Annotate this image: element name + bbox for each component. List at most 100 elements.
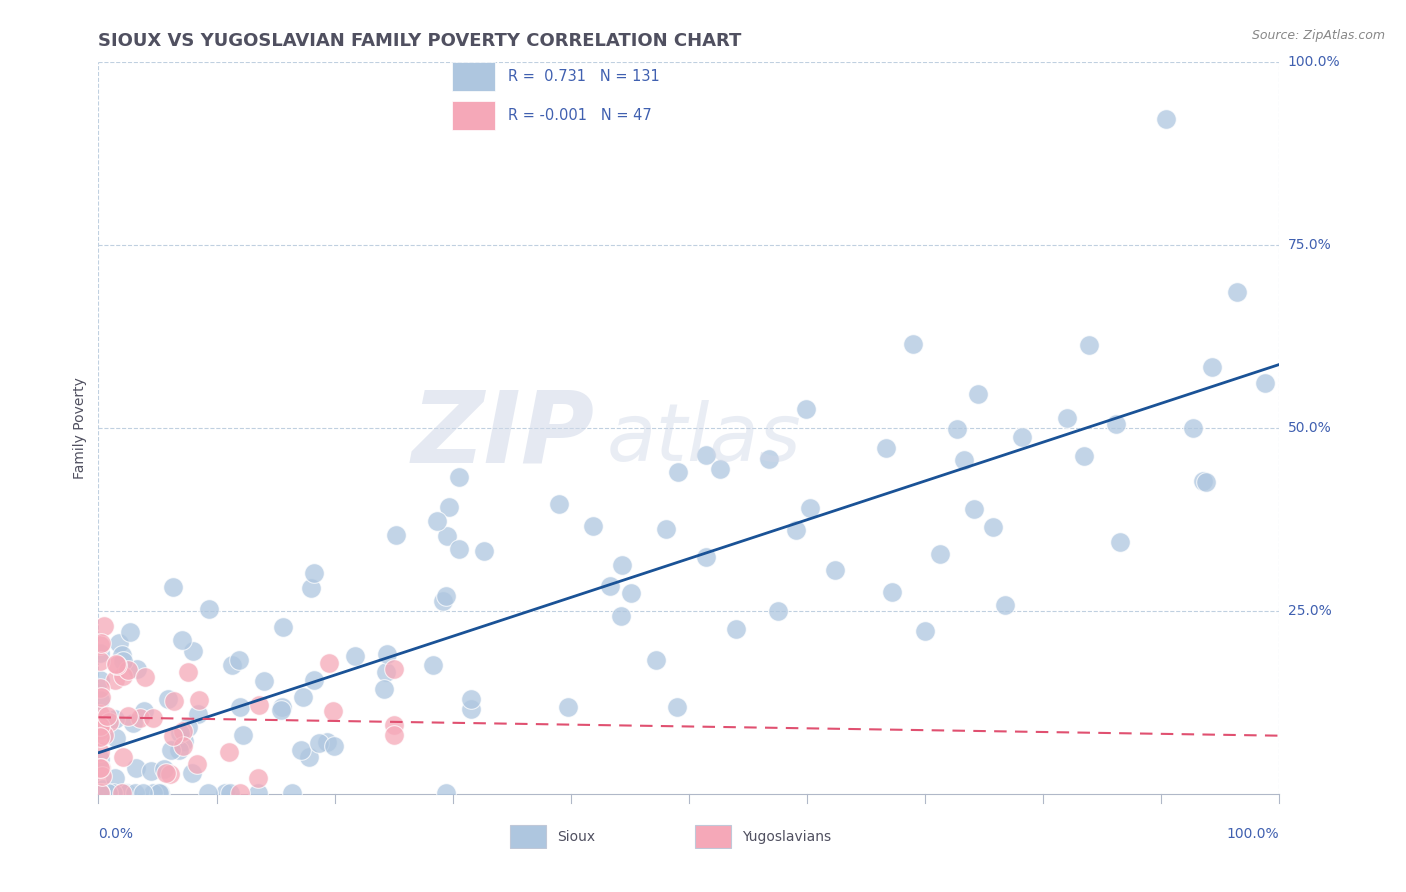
Point [132,786,155,800]
Text: 0.0%: 0.0% [98,827,134,841]
Point [93,786,115,800]
Point [89,723,111,737]
Point [375,647,398,661]
Point [229,700,252,714]
FancyBboxPatch shape [453,101,495,130]
Point [187,706,209,721]
Point [90,760,112,774]
Point [434,786,457,800]
Point [155,765,177,780]
Text: 100.0%: 100.0% [1288,55,1340,70]
Point [1077,338,1099,352]
Point [695,449,717,463]
Point [89,786,111,800]
Text: 25.0%: 25.0% [1288,604,1331,618]
Point [112,654,135,668]
Point [97,715,120,730]
Text: Sioux: Sioux [557,830,596,844]
Text: ZIP: ZIP [412,387,595,484]
Point [162,729,184,743]
Point [645,653,668,667]
Point [128,711,150,725]
Point [1253,376,1275,390]
Point [148,786,170,800]
Point [117,663,139,677]
Point [104,731,127,745]
Point [385,528,408,542]
Text: Source: ZipAtlas.com: Source: ZipAtlas.com [1251,29,1385,42]
Point [105,657,128,672]
Point [1192,474,1215,488]
Point [90,636,112,650]
Point [785,524,807,538]
Point [89,786,111,800]
Point [105,657,128,672]
Text: SIOUX VS YUGOSLAVIAN FAMILY POVERTY CORRELATION CHART: SIOUX VS YUGOSLAVIAN FAMILY POVERTY CORR… [98,32,742,50]
Text: Yugoslavians: Yugoslavians [742,830,831,844]
FancyBboxPatch shape [695,825,731,848]
Point [93,619,115,633]
Point [96,709,118,723]
Point [104,771,127,785]
Point [89,693,111,707]
Point [89,786,111,800]
Point [548,497,571,511]
Point [382,662,405,676]
Point [799,501,821,516]
Point [447,470,470,484]
Point [146,786,169,800]
Point [432,594,454,608]
Point [292,690,315,705]
Point [177,720,200,734]
Text: 100.0%: 100.0% [1227,827,1279,841]
Point [118,624,141,639]
Point [172,723,194,738]
Point [271,700,294,714]
Point [89,673,111,688]
Point [124,786,146,800]
Point [104,712,127,726]
Point [281,786,304,800]
Point [270,703,292,717]
Point [436,529,458,543]
Point [709,462,731,476]
Point [290,743,312,757]
Point [426,514,449,528]
Point [89,786,111,800]
Point [125,662,148,676]
Point [343,648,366,663]
Point [89,719,111,733]
Point [1226,285,1249,299]
Point [90,690,112,704]
Point [322,704,344,718]
Point [758,452,780,467]
Point [318,656,340,670]
Point [100,785,122,799]
Point [437,500,460,514]
Point [180,765,202,780]
Point [449,542,471,557]
Y-axis label: Family Poverty: Family Poverty [73,377,87,479]
Point [382,728,405,742]
Point [316,734,339,748]
Point [655,522,678,536]
Point [173,734,195,748]
Point [89,786,111,800]
Point [181,644,204,658]
Point [91,781,114,796]
Point [97,786,120,800]
Point [725,623,748,637]
Point [382,718,405,732]
FancyBboxPatch shape [453,62,495,91]
Point [177,665,200,679]
Point [929,548,952,562]
Point [162,580,184,594]
Point [434,589,457,603]
Point [221,657,243,672]
Point [169,726,191,740]
Point [132,704,155,718]
Text: R = -0.001   N = 47: R = -0.001 N = 47 [508,108,651,123]
Point [967,387,990,401]
Point [228,653,250,667]
Point [582,519,605,533]
